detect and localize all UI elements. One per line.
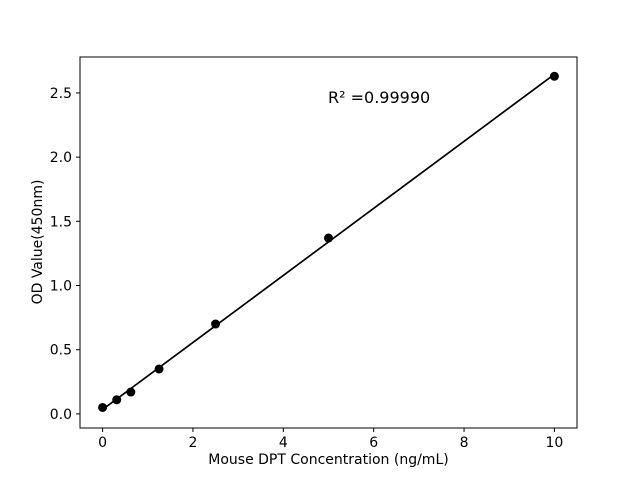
y-tick-label: 2.0 — [50, 150, 72, 166]
data-point — [154, 364, 164, 374]
x-tick-label: 10 — [545, 435, 563, 451]
x-tick-label: 2 — [188, 435, 197, 451]
data-point — [126, 387, 136, 397]
plot-frame — [79, 56, 578, 429]
y-tick-label: 2.5 — [50, 86, 72, 102]
data-point — [324, 233, 333, 243]
x-axis-label: Mouse DPT Concentration (ng/mL) — [208, 452, 449, 468]
data-point — [549, 71, 559, 81]
y-tick-label: 0.5 — [50, 343, 72, 359]
data-point — [211, 319, 221, 329]
x-tick-label: 4 — [279, 435, 288, 451]
data-point — [98, 402, 108, 412]
x-tick-label: 6 — [369, 435, 378, 451]
y-tick-label: 1.0 — [50, 279, 72, 295]
y-tick-label: 1.5 — [50, 214, 72, 230]
x-tick-label: 0 — [98, 435, 107, 451]
x-tick-label: 8 — [460, 435, 469, 451]
y-axis-label: OD Value(450nm) — [30, 179, 46, 305]
r-squared-annotation: R² =0.99990 — [328, 88, 431, 107]
data-point — [112, 395, 122, 405]
y-tick-label: 0.0 — [50, 407, 72, 423]
